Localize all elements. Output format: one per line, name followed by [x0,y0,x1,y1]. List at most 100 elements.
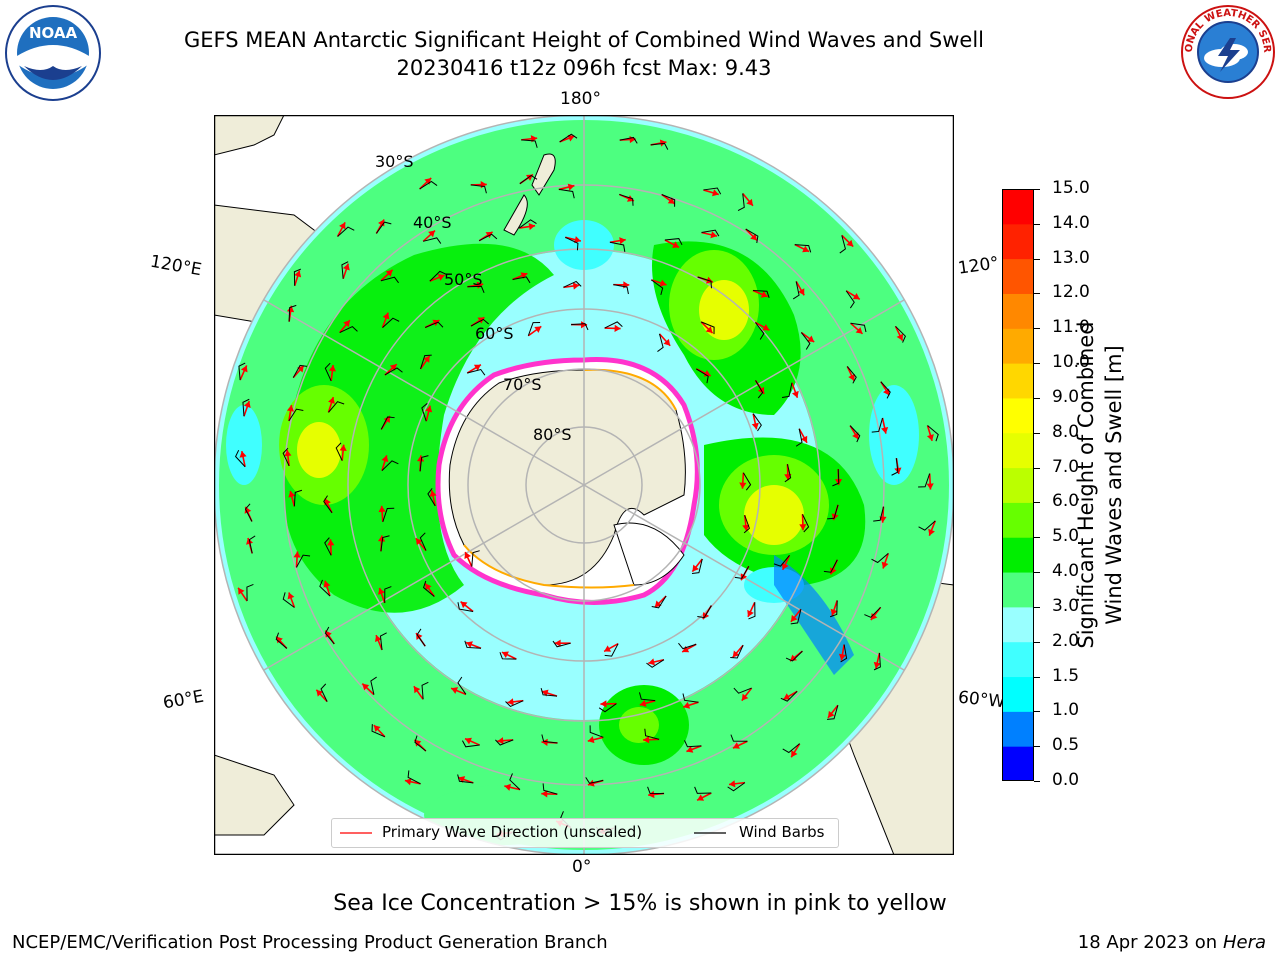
wind-barb [324,537,332,556]
wave-direction-arrowhead [378,587,385,595]
wind-barb [421,403,428,422]
wave-direction-arrowhead [378,505,386,513]
wave-direction-arrowhead [414,739,422,747]
wind-barb [457,676,467,695]
wind-barb [651,595,667,609]
wave-direction-arrowhead [855,327,863,334]
wind-barb [234,449,246,468]
wave-direction-arrowhead [466,641,473,649]
footer-date-text: 18 Apr 2023 on [1077,932,1223,953]
colorbar-segment [1002,432,1034,469]
wind-barb [382,507,395,522]
wave-direction-arrowhead [873,661,881,669]
wave-direction-arrowhead [659,279,667,287]
colorbar-segment [1002,293,1034,329]
wind-barb [427,488,436,507]
wave-direction-legend-label: Primary Wave Direction (unscaled) [382,823,643,841]
wave-direction-arrowhead [896,333,904,341]
wave-direction-arrowhead [732,650,740,658]
wave-direction-arrowhead [243,401,251,408]
graticule [214,115,954,855]
wind-barb [244,503,253,522]
wave-direction-arrowhead [377,535,386,542]
wind-barb [871,417,884,433]
wave-direction-arrowhead [760,291,768,298]
wind-barb [319,579,331,597]
wind-barb [419,455,429,472]
colorbar-segment [1002,328,1034,364]
colorbar-tick-mark [1034,606,1040,608]
wave-direction-arrowhead [504,783,512,791]
wave-direction-arrowhead [287,592,295,600]
wind-barbs-legend-line [694,832,726,834]
wind-barb [694,786,712,794]
wave-direction-arrowhead [747,609,754,617]
wind-barb [785,650,803,662]
wind-barb [380,416,395,430]
colorbar-tick-label: 8.0 [1052,421,1080,442]
wind-barb [752,290,770,299]
wave-direction-arrowhead [799,524,807,531]
colorbar-tick-mark [1034,328,1040,330]
colorbar-tick-label: 14.0 [1052,212,1090,233]
wave-direction-arrowhead [464,552,471,559]
wave-direction-arrowhead [497,737,504,745]
colorbar-segment [1002,397,1034,434]
wind-barb [703,187,722,195]
wave-direction-arrowhead [460,601,468,609]
wind-barb [657,333,664,352]
wind-barb [745,228,759,244]
wind-barb [880,381,891,399]
colorbar-tick-mark [1034,397,1040,399]
nws-logo: NATIONAL WEATHER SERVICE [1178,2,1275,99]
wind-barb [320,683,328,702]
wind-barb [748,602,756,620]
wind-barb [337,226,355,237]
wave-direction-arrowhead [667,197,675,204]
colorbar-segment [1002,502,1034,538]
wind-barb [381,460,399,472]
wind-barb [380,535,390,552]
colorbar-tick-mark [1034,189,1040,190]
colorbar-tick-label: 2.0 [1052,630,1080,651]
lon-label-120w: 120° [956,253,1001,279]
wind-barb [827,705,839,720]
wind-barb [691,558,703,575]
wave-direction-arrowhead [339,222,346,230]
wind-barb [800,332,811,350]
wind-barb [790,609,802,625]
colorbar-segment [1002,537,1034,573]
wind-barb [571,323,589,331]
wave-direction-arrowhead [663,338,671,346]
wave-direction-arrowhead [541,738,548,746]
wind-barb [678,642,697,650]
wind-barb [802,514,810,533]
wave-direction-arrowhead [604,645,612,652]
wind-barb [737,193,745,212]
wave-direction-arrowhead [343,320,350,328]
wave-direction-arrowhead [742,524,750,532]
noaa-logo: NOAA [5,5,101,101]
wave-direction-arrowhead [740,573,748,581]
colorbar-tick-label: 6.0 [1052,491,1080,512]
wave-direction-arrowhead [926,483,934,490]
colorbar-segment [1002,606,1034,643]
wave-direction-arrowhead [852,432,859,440]
lon-label-60w: 60°W [957,687,1006,713]
colorbar-tick-mark [1034,467,1040,469]
wind-barb [773,555,790,567]
wind-barb [499,652,517,660]
wave-direction-arrowhead [739,482,747,489]
wave-direction-arrowhead [239,451,247,458]
wave-direction-arrowhead [683,701,691,709]
wind-barb [895,325,906,343]
wave-direction-arrowhead [881,561,889,569]
wave-direction-arrowhead [342,263,350,271]
colorbar-segment [1002,746,1034,781]
wave-direction-arrowhead [928,528,935,536]
wave-direction-arrowhead [614,324,621,333]
wave-direction-arrowhead [373,725,381,733]
wind-barb [784,464,792,483]
footer-branch: NCEP/EMC/Verification Post Processing Pr… [12,932,608,953]
wave-direction-arrowhead [643,736,650,744]
